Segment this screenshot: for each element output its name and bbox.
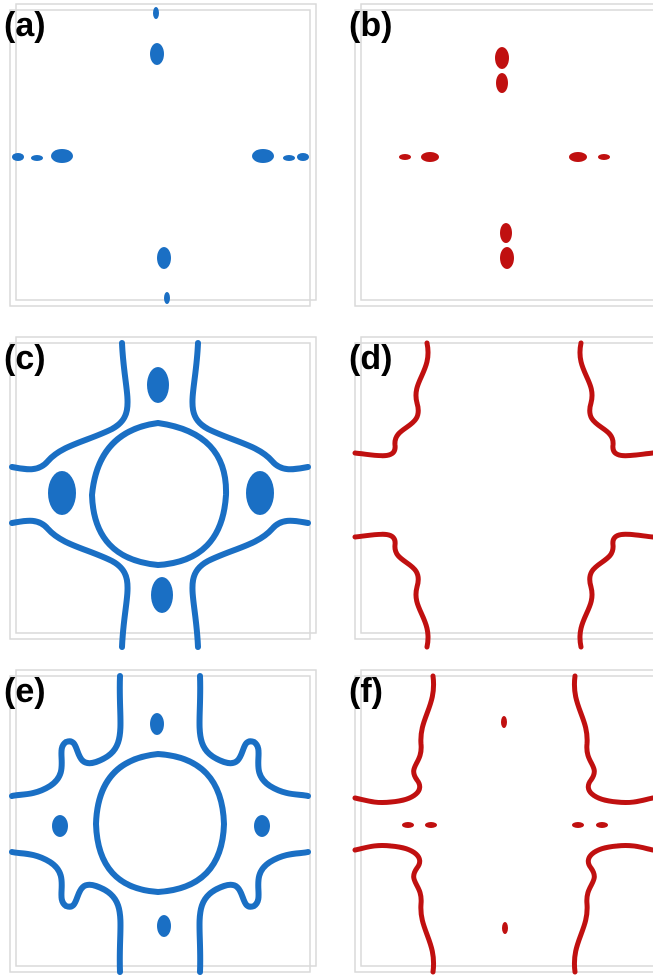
panel-label: (e): [4, 672, 46, 710]
panel-c: (c): [4, 337, 316, 647]
panel-b: (b): [349, 4, 653, 306]
panel-label: (d): [349, 339, 392, 377]
panel-f: (f): [349, 670, 653, 972]
panel-a: (a): [4, 4, 316, 306]
figure: (a) (b) (c) (d) (e) (f): [0, 0, 653, 977]
panel-d: (d): [349, 337, 653, 647]
panel-e: (e): [4, 670, 316, 972]
panel-label: (c): [4, 339, 46, 377]
panel-label: (b): [349, 6, 392, 44]
panel-label: (a): [4, 6, 46, 44]
panel-label: (f): [349, 672, 383, 710]
